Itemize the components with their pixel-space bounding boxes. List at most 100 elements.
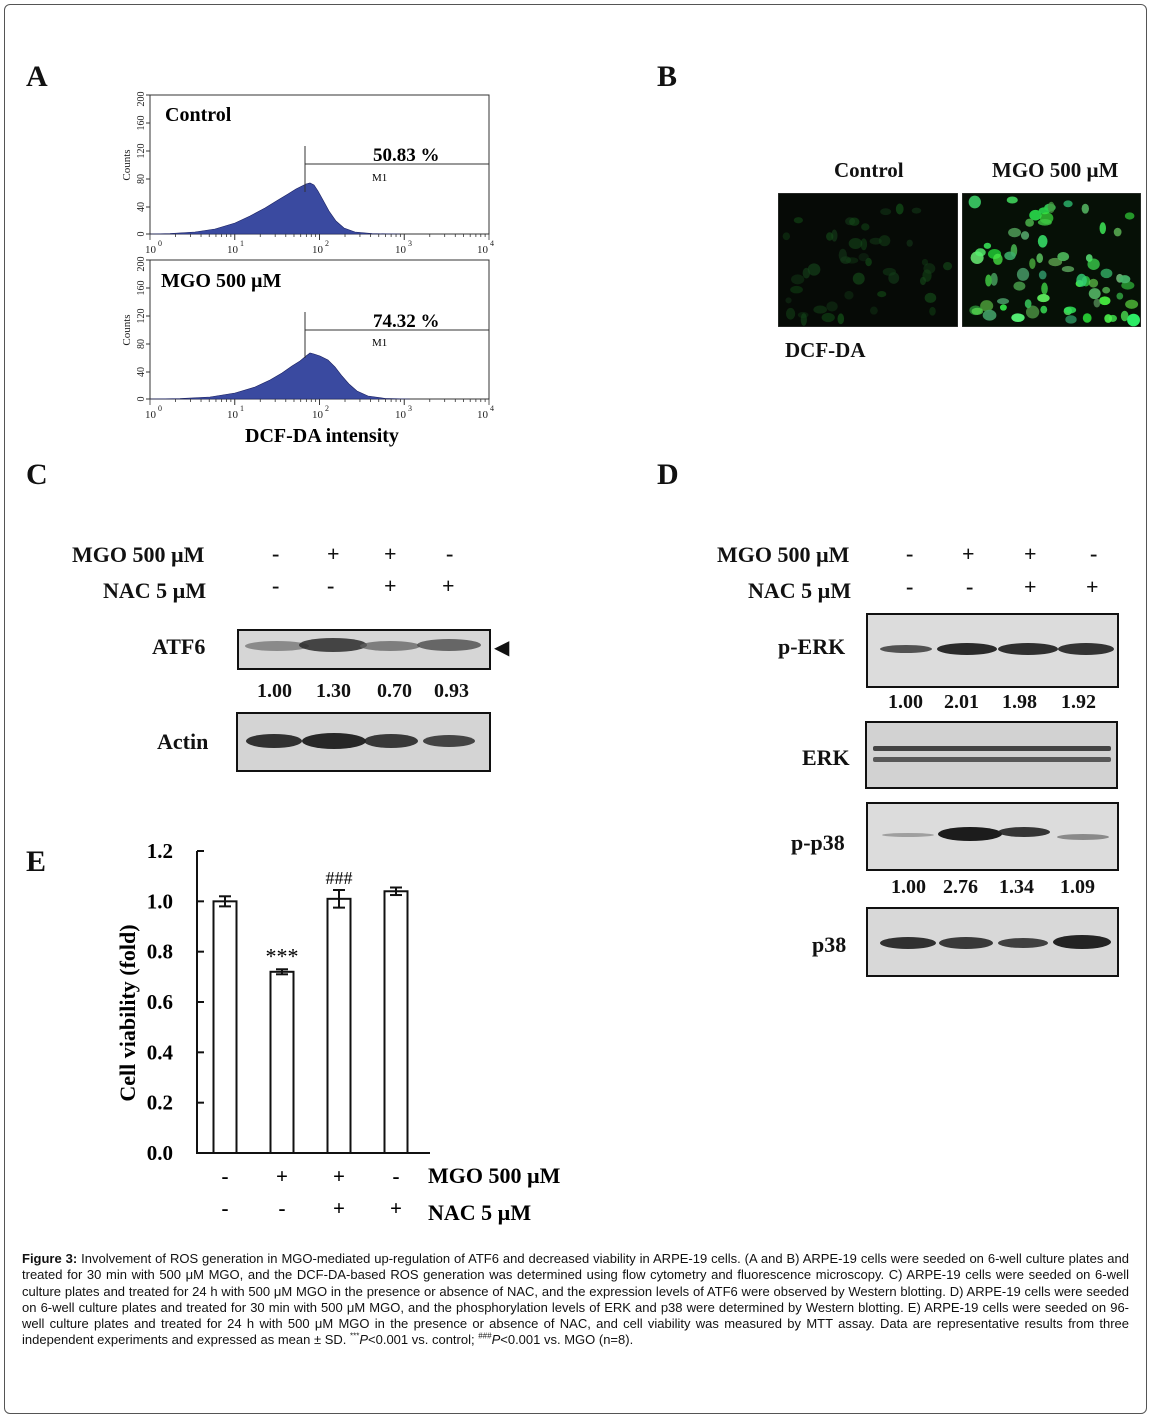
y-tick: 0 xyxy=(136,232,147,237)
fluorescent-cell xyxy=(1024,299,1032,309)
control-image-label: Control xyxy=(834,158,904,182)
fluorescent-cell xyxy=(1088,288,1101,300)
c-sign: - xyxy=(272,573,280,598)
fluorescent-cell xyxy=(1104,314,1113,323)
e-mgo-label: MGO 500 µM xyxy=(428,1163,561,1188)
fluorescent-cell xyxy=(877,291,887,298)
d-sign: - xyxy=(1090,541,1098,566)
c-sign: + xyxy=(327,541,340,566)
fluorescent-cell xyxy=(849,217,860,226)
erk-blot xyxy=(865,721,1118,789)
fluorescent-cell xyxy=(920,276,927,286)
viability-bar xyxy=(326,897,352,1154)
c-sign: + xyxy=(384,573,397,598)
caption-p: P xyxy=(491,1332,501,1348)
viability-bar xyxy=(212,900,238,1155)
e-sign: - xyxy=(393,1164,400,1188)
viability-bar xyxy=(383,890,409,1155)
c-sign: - xyxy=(272,541,280,566)
atf6-value: 0.93 xyxy=(434,680,469,702)
atf6-value: 0.70 xyxy=(377,680,412,702)
e-sign: + xyxy=(333,1196,345,1220)
c-nac-label: NAC 5 µM xyxy=(103,578,207,603)
fluorescent-cell xyxy=(1082,313,1092,323)
mgo-image-label: MGO 500 µM xyxy=(992,158,1119,182)
e-sign: - xyxy=(222,1196,229,1220)
fluorescent-cell xyxy=(790,285,803,294)
p-p38-value: 2.76 xyxy=(943,876,978,898)
d-nac-label: NAC 5 µM xyxy=(748,578,852,603)
fluorescent-cell xyxy=(869,237,882,245)
fluorescent-cell xyxy=(785,307,796,320)
fluorescent-cell xyxy=(1124,212,1135,220)
fluorescent-cell xyxy=(860,238,868,251)
p-erk-value: 2.01 xyxy=(944,691,979,713)
panel-letter-b: B xyxy=(657,60,678,93)
fluorescent-cell xyxy=(923,263,936,274)
fluorescent-cell xyxy=(1041,282,1048,295)
d-mgo-label: MGO 500 µM xyxy=(717,542,850,567)
actin-label: Actin xyxy=(157,729,209,754)
y-tick: 200 xyxy=(136,92,147,107)
fluorescent-cell xyxy=(821,312,835,323)
fluorescent-cell xyxy=(1029,258,1036,270)
fluorescent-cell xyxy=(797,311,809,319)
p-erk-blot xyxy=(866,613,1119,688)
fluorescent-cell xyxy=(861,223,870,231)
x-tick: 10 xyxy=(312,244,324,256)
d-sign: + xyxy=(962,541,975,566)
fluorescent-cell xyxy=(1063,200,1073,208)
e-sign: + xyxy=(276,1164,288,1188)
c-sign: + xyxy=(442,573,455,598)
fluorescent-cell xyxy=(852,272,865,285)
x-tick-exponent: 2 xyxy=(325,239,329,248)
figure-caption: Figure 3: Involvement of ROS generation … xyxy=(22,1251,1129,1349)
c-sign: + xyxy=(384,541,397,566)
y-tick: 80 xyxy=(136,174,147,184)
y-tick-label: 1.2 xyxy=(147,839,173,863)
fluorescent-cell xyxy=(1047,201,1055,214)
p-p38-label: p-p38 xyxy=(791,830,845,855)
panel-letter-a: A xyxy=(26,60,48,93)
atf6-arrow-icon: ◀ xyxy=(494,637,510,659)
flow-cytometry-panel: Control 50.83 % M1 MGO 500 µM 74.32 % M1… xyxy=(121,92,494,448)
mgo-percent: 74.32 % xyxy=(373,311,440,332)
fluorescent-cell xyxy=(895,203,904,215)
y-axis-title: Cell viability (fold) xyxy=(115,924,140,1101)
fluorescent-cell xyxy=(785,297,792,304)
x-tick-exponent: 0 xyxy=(158,239,162,248)
x-tick: 10 xyxy=(395,244,407,256)
fluorescent-cell xyxy=(807,263,821,276)
fluorescent-cell xyxy=(1008,227,1022,238)
fluorescent-cell xyxy=(1125,299,1139,309)
x-tick-exponent: 2 xyxy=(325,404,329,413)
y-tick: 40 xyxy=(136,367,147,377)
e-nac-label: NAC 5 µM xyxy=(428,1200,531,1225)
p-p38-value: 1.34 xyxy=(999,876,1034,898)
fluorescent-cell xyxy=(968,195,981,209)
fluorescent-cell xyxy=(1061,265,1075,273)
fluorescent-cell xyxy=(1011,313,1025,322)
fluorescent-cell xyxy=(982,309,997,321)
fluorescent-cell xyxy=(826,301,838,312)
histogram-control xyxy=(149,182,401,235)
y-axis-label: Counts xyxy=(121,149,133,180)
fluorescent-cell xyxy=(782,232,791,241)
p-erk-value: 1.00 xyxy=(888,691,923,713)
fluorescent-cell xyxy=(1119,275,1131,284)
fluorescent-cell xyxy=(997,298,1010,305)
fluorescent-cell xyxy=(848,238,863,249)
y-tick-label: 0.0 xyxy=(147,1141,173,1165)
fluorescent-cell xyxy=(990,272,998,286)
p-erk-value: 1.92 xyxy=(1061,691,1096,713)
e-sign: - xyxy=(222,1164,229,1188)
fluorescent-cell xyxy=(943,262,953,271)
d-sign: + xyxy=(1086,574,1099,599)
figure-frame xyxy=(4,4,1147,1414)
d-sign: - xyxy=(906,574,914,599)
x-tick: 10 xyxy=(145,244,157,256)
fluorescent-cell xyxy=(1121,281,1135,290)
fluorescent-cell xyxy=(826,232,834,241)
fluorescent-cell xyxy=(838,248,847,262)
c-sign: - xyxy=(327,573,335,598)
